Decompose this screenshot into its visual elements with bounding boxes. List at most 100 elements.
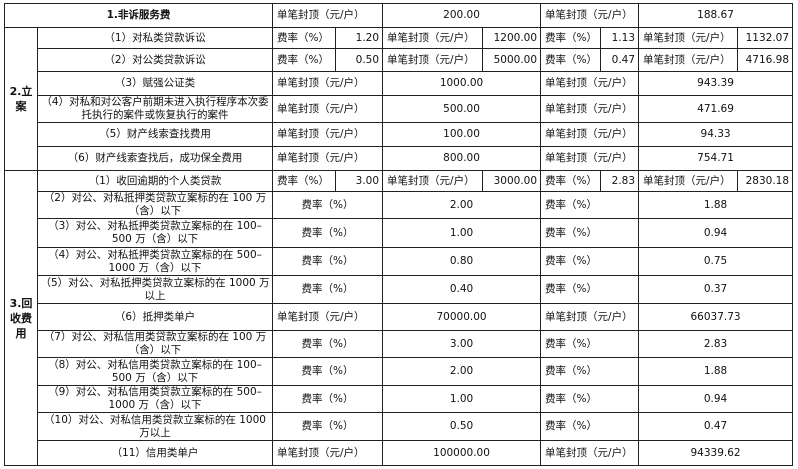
cap-label: 单笔封顶（元/户） (540, 122, 640, 147)
cap-value: 5000.00 (482, 48, 542, 72)
cap-label: 单笔封顶（元/户） (272, 122, 384, 147)
item-name: （4）对私和对公客户前期未进入执行程序本次委托执行的案件或恢复执行的案件 (36, 95, 274, 123)
rate-value: 1.20 (335, 27, 384, 49)
cap-label: 单笔封顶（元/户） (540, 3, 640, 28)
table-row: （6）抵押类单户 单笔封顶（元/户） 70000.00 单笔封顶（元/户） 66037.… (5, 303, 794, 331)
table-row: 3.回收费用 （1）收回逾期的个人类贷款 费率（%） 3.00 单笔封顶（元/户） 300… (4, 170, 794, 466)
rate-value: 2.00 (382, 357, 542, 386)
cap-value: 754.71 (638, 146, 794, 171)
rate-value: 0.47 (600, 48, 640, 72)
cap-value: 1200.00 (482, 27, 542, 49)
cap-label: 单笔封顶（元/户） (540, 71, 640, 96)
rate-label: 费率（%） (540, 357, 640, 386)
cap-label: 单笔封顶（元/户） (382, 27, 484, 49)
cap-label: 单笔封顶（元/户） (272, 303, 384, 331)
cap-value: 100000.00 (382, 440, 542, 466)
table-row: （8）对公、对私信用类贷款立案标的在 100–500 万（含）以下 费率（%） 2.… (5, 357, 794, 386)
rate-label: 费率（%） (540, 275, 640, 304)
cap-value: 4716.98 (737, 48, 794, 72)
cap-value: 1132.07 (737, 27, 794, 49)
rate-label: 费率（%） (272, 48, 337, 72)
item-name: （10）对公、对私信用类贷款立案标的在 1000 万以上 (36, 412, 274, 441)
rate-value: 0.50 (335, 48, 384, 72)
table-row: （4）对私和对公客户前期未进入执行程序本次委托执行的案件或恢复执行的案件 单笔封顶… (5, 95, 794, 123)
rate-value: 0.50 (382, 412, 542, 441)
rate-value: 0.80 (382, 247, 542, 276)
rate-label: 费率（%） (540, 48, 602, 72)
section-title: 1.非诉服务费 (3, 3, 274, 28)
table-row: （3）对公、对私抵押类贷款立案标的在 100–500 万（含）以下 费率（%） 1.… (5, 218, 794, 248)
rate-label: 费率（%） (272, 330, 384, 358)
cap-label: 单笔封顶（元/户） (540, 303, 640, 331)
rate-label: 费率（%） (540, 218, 640, 248)
item-name: （1）收回逾期的个人类贷款 (36, 170, 274, 192)
rate-label: 费率（%） (540, 247, 640, 276)
item-name: （2）对公、对私抵押类贷款立案标的在 100 万（含）以下 (36, 191, 274, 219)
table-row: （7）对公、对私信用类贷款立案标的在 100 万（含）以下 费率（%） 3.00 费率… (5, 330, 794, 358)
cap-value: 2830.18 (737, 170, 794, 192)
item-name: （9）对公、对私信用类贷款立案标的在 500–1000 万（含）以下 (36, 385, 274, 413)
cap-label: 单笔封顶（元/户） (272, 440, 384, 466)
cap-value: 1000.00 (382, 71, 542, 96)
item-name: （3）赋强公证类 (36, 71, 274, 96)
rate-value: 0.75 (638, 247, 794, 276)
category-label: 3.回收费用 (4, 170, 38, 466)
rate-label: 费率（%） (272, 357, 384, 386)
rate-label: 费率（%） (540, 170, 602, 192)
rate-value: 0.94 (638, 385, 794, 413)
cap-label: 单笔封顶（元/户） (638, 27, 739, 49)
item-name: （4）对公、对私抵押类贷款立案标的在 500–1000 万（含）以下 (36, 247, 274, 276)
item-name: （5）对公、对私抵押类贷款立案标的在 1000 万以上 (36, 275, 274, 304)
item-name: （11）信用类单户 (36, 440, 274, 466)
item-name: （2）对公类贷款诉讼 (36, 48, 274, 72)
item-name: （7）对公、对私信用类贷款立案标的在 100 万（含）以下 (36, 330, 274, 358)
cap-value: 500.00 (382, 95, 542, 123)
rate-value: 3.00 (382, 330, 542, 358)
cap-value: 3000.00 (482, 170, 542, 192)
table-row: （4）对公、对私抵押类贷款立案标的在 500–1000 万（含）以下 费率（%） 0… (5, 247, 794, 276)
rate-value: 1.88 (638, 191, 794, 219)
cap-value: 188.67 (638, 3, 794, 28)
cap-value: 471.69 (638, 95, 794, 123)
fee-table: 1.非诉服务费 单笔封顶（元/户） 200.00 单笔封顶（元/户） 188.6… (3, 3, 794, 466)
cap-value: 943.39 (638, 71, 794, 96)
rate-value: 0.37 (638, 275, 794, 304)
rate-value: 2.83 (638, 330, 794, 358)
table-row: （5）对公、对私抵押类贷款立案标的在 1000 万以上 费率（%） 0.40 费率（%… (5, 275, 794, 304)
row-non-litigation-fee: 1.非诉服务费 单笔封顶（元/户） 200.00 单笔封顶（元/户） 188.6… (3, 3, 794, 28)
rate-label: 费率（%） (540, 27, 602, 49)
item-name: （3）对公、对私抵押类贷款立案标的在 100–500 万（含）以下 (36, 218, 274, 248)
cap-label: 单笔封顶（元/户） (638, 170, 739, 192)
cap-label: 单笔封顶（元/户） (382, 48, 484, 72)
rate-value: 2.83 (600, 170, 640, 192)
cap-label: 单笔封顶（元/户） (382, 170, 484, 192)
item-name: （1）对私类贷款诉讼 (36, 27, 274, 49)
table-row: （3）赋强公证类 单笔封顶（元/户） 1000.00 单笔封顶（元/户） 943.39 (5, 71, 794, 96)
rate-value: 3.00 (335, 170, 384, 192)
rate-label: 费率（%） (272, 191, 384, 219)
table-row: （2）对公类贷款诉讼 费率（%） 0.50 单笔封顶（元/户） 5000.00 费率（%）… (5, 48, 794, 72)
cap-label: 单笔封顶（元/户） (540, 146, 640, 171)
cap-value: 94.33 (638, 122, 794, 147)
rate-label: 费率（%） (272, 27, 337, 49)
cap-value: 70000.00 (382, 303, 542, 331)
rate-label: 费率（%） (540, 412, 640, 441)
cap-label: 单笔封顶（元/户） (272, 95, 384, 123)
rate-value: 0.40 (382, 275, 542, 304)
cap-label: 单笔封顶（元/户） (272, 146, 384, 171)
table-row: 2.立案 （1）对私类贷款诉讼 费率（%） 1.20 单笔封顶（元/户） 1200.00 费… (4, 27, 794, 171)
rate-value: 1.88 (638, 357, 794, 386)
cap-value: 94339.62 (638, 440, 794, 466)
cap-label: 单笔封顶（元/户） (540, 95, 640, 123)
item-name: （6）抵押类单户 (36, 303, 274, 331)
rate-label: 费率（%） (272, 412, 384, 441)
rate-value: 1.00 (382, 385, 542, 413)
item-name: （5）财产线索查找费用 (36, 122, 274, 147)
item-name: （8）对公、对私信用类贷款立案标的在 100–500 万（含）以下 (36, 357, 274, 386)
rate-label: 费率（%） (272, 385, 384, 413)
table-row: （10）对公、对私信用类贷款立案标的在 1000 万以上 费率（%） 0.50 费率（… (5, 412, 794, 441)
rate-label: 费率（%） (272, 247, 384, 276)
table-row: （9）对公、对私信用类贷款立案标的在 500–1000 万（含）以下 费率（%） 1… (5, 385, 794, 413)
rate-label: 费率（%） (540, 385, 640, 413)
table-row: （5）财产线索查找费用 单笔封顶（元/户） 100.00 单笔封顶（元/户） 94.33 (5, 122, 794, 147)
